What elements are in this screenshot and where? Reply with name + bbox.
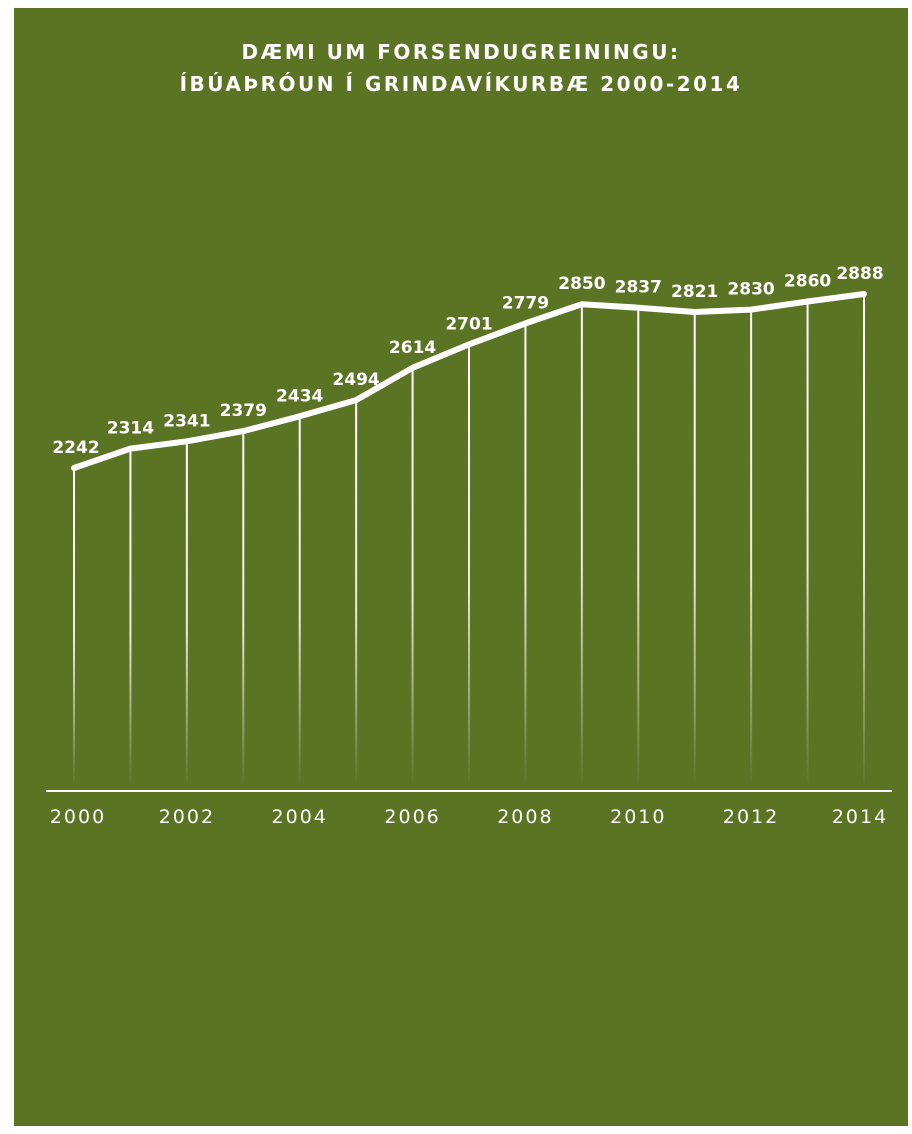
series-line <box>71 291 867 471</box>
data-label-2008: 2779 <box>502 293 549 313</box>
drop-line-2000 <box>73 468 75 786</box>
drop-line-2008 <box>524 323 527 786</box>
drop-line-2005 <box>355 400 358 786</box>
data-label-2011: 2821 <box>671 282 718 302</box>
data-label-2010: 2837 <box>615 278 662 298</box>
data-label-2014: 2888 <box>836 264 883 284</box>
drop-line-2013 <box>806 301 809 786</box>
chart-title-line-2: ÍBÚAÞRÓUN Í GRINDAVÍKURBÆ 2000-2014 <box>180 72 743 96</box>
drop-lines <box>73 294 865 786</box>
drop-line-2003 <box>242 431 245 786</box>
data-label-2003: 2379 <box>220 401 267 421</box>
data-label-2009: 2850 <box>558 274 605 294</box>
x-tick-label-2004: 2004 <box>272 806 328 828</box>
chart-panel: DÆMI UM FORSENDUGREININGU: ÍBÚAÞRÓUN Í G… <box>14 8 908 1126</box>
x-tick-label-2010: 2010 <box>610 806 666 828</box>
data-label-2013: 2860 <box>784 272 831 292</box>
drop-line-2007 <box>468 344 470 786</box>
chart-background <box>14 8 908 1126</box>
data-label-2012: 2830 <box>727 280 774 300</box>
drop-line-2014 <box>863 294 865 786</box>
x-tick-label-2002: 2002 <box>159 806 215 828</box>
drop-line-2002 <box>185 441 188 786</box>
chart-title-line-1: DÆMI UM FORSENDUGREININGU: <box>242 40 681 64</box>
data-label-2000: 2242 <box>52 438 99 458</box>
data-label-2004: 2434 <box>276 386 323 406</box>
drop-line-2004 <box>298 416 301 786</box>
drop-line-2006 <box>411 367 414 786</box>
data-label-2007: 2701 <box>445 314 492 334</box>
x-tick-label-2012: 2012 <box>723 806 779 828</box>
x-axis-tick-labels: 2000 2002 2004 2006 2008 2010 2012 2014 <box>50 806 888 828</box>
data-label-2002: 2341 <box>163 411 210 431</box>
x-tick-label-2006: 2006 <box>384 806 440 828</box>
data-label-2006: 2614 <box>389 338 436 358</box>
x-tick-label-2014: 2014 <box>832 806 888 828</box>
data-labels: 2242 2314 2341 2379 2434 2494 2614 2701 2779 2850… <box>52 264 883 458</box>
x-tick-label-2000: 2000 <box>50 806 106 828</box>
population-line-chart: DÆMI UM FORSENDUGREININGU: ÍBÚAÞRÓUN Í G… <box>14 8 908 1126</box>
data-label-2001: 2314 <box>107 419 154 439</box>
drop-line-2011 <box>693 312 696 786</box>
data-label-2005: 2494 <box>332 370 379 390</box>
x-tick-label-2008: 2008 <box>497 806 553 828</box>
drop-line-2012 <box>750 309 753 786</box>
drop-line-2001 <box>129 448 132 786</box>
drop-line-2009 <box>580 304 583 786</box>
drop-line-2010 <box>637 307 640 786</box>
